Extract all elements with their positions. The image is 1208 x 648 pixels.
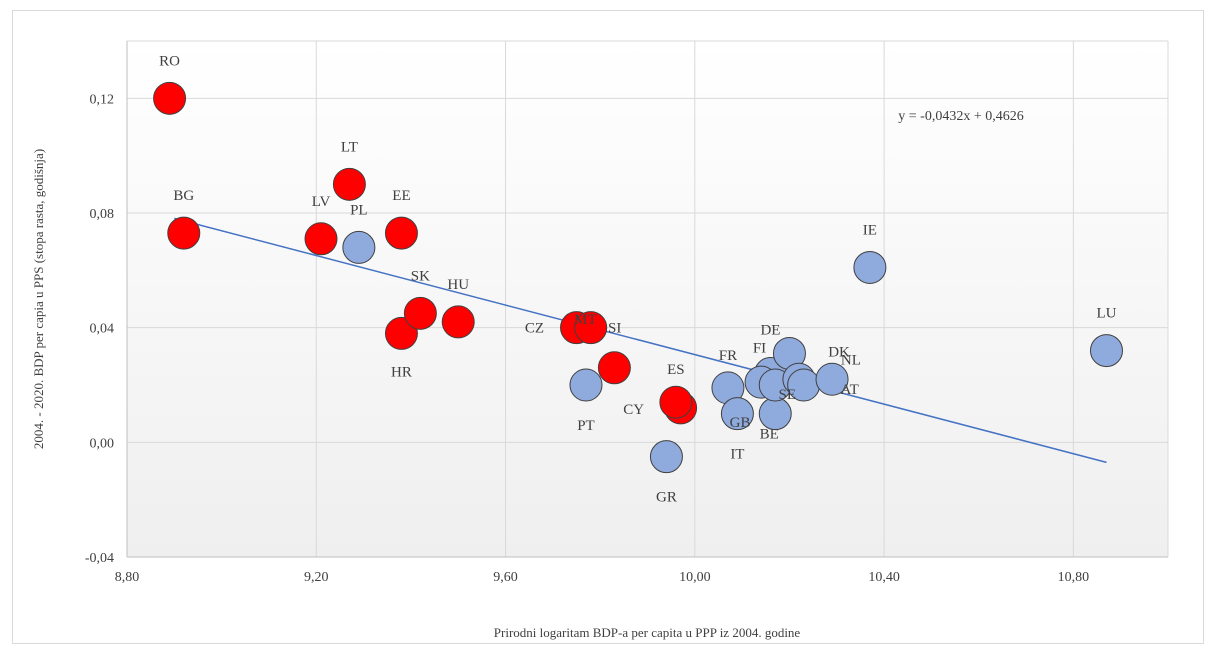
data-label-fr: FR — [719, 348, 737, 364]
data-label-sk: SK — [411, 268, 430, 284]
data-label-pt: PT — [577, 418, 595, 434]
data-point-es — [659, 385, 693, 419]
x-tick-label: 9,20 — [304, 570, 329, 585]
data-label-at: AT — [840, 382, 858, 398]
data-point-lt — [332, 167, 366, 201]
point-labels: RO BG LV LT EE HR SK HU CZ SI MT CY ES PL PT GR FR IT FI DE… — [159, 53, 1116, 505]
trendline-group — [174, 217, 1107, 464]
data-point-si — [574, 311, 608, 345]
y-tick-label: 0,12 — [90, 92, 115, 107]
data-label-hu: HU — [447, 277, 469, 293]
data-point-it — [720, 397, 754, 431]
data-label-gb: GB — [730, 415, 751, 431]
chart-frame — [12, 10, 1204, 644]
data-point-bg — [167, 216, 201, 250]
data-point-ro — [153, 81, 187, 115]
x-tick-label: 10,80 — [1058, 570, 1090, 585]
plot-area — [127, 41, 1168, 557]
x-tick-label: 9,60 — [493, 570, 518, 585]
data-label-ie: IE — [863, 222, 877, 238]
data-label-hr: HR — [391, 364, 412, 380]
data-label-lt: LT — [341, 139, 358, 155]
data-point-mt — [597, 351, 631, 385]
trendline — [174, 217, 1107, 464]
data-point-sk — [403, 296, 437, 330]
data-label-cy: CY — [623, 402, 644, 418]
data-points — [153, 81, 1123, 474]
y-tick-label: -0,04 — [85, 551, 114, 566]
data-label-si: SI — [608, 321, 621, 337]
data-label-cz: CZ — [525, 321, 544, 337]
data-point-lv — [304, 222, 338, 256]
data-label-es: ES — [667, 362, 685, 378]
axes: -0,04 0,00 0,04 0,08 0,12 8,80 9,20 9,60 10,00 10… — [85, 41, 1168, 585]
y-tick-label: 0,04 — [90, 322, 115, 337]
data-point-dk — [815, 362, 849, 396]
data-label-lv: LV — [312, 194, 331, 210]
data-label-nl: NL — [841, 352, 861, 368]
data-label-ee: EE — [392, 188, 410, 204]
data-label-bg: BG — [173, 188, 194, 204]
data-label-ro: RO — [159, 53, 180, 69]
x-axis-label: Prirodni logaritam BDP-a per capita u PP… — [494, 625, 801, 640]
data-label-se: SE — [779, 387, 797, 403]
x-tick-label: 10,00 — [679, 570, 711, 585]
data-point-pt — [569, 368, 603, 402]
data-point-hu — [441, 305, 475, 339]
y-tick-label: 0,08 — [90, 207, 115, 222]
data-point-lu — [1089, 334, 1123, 368]
x-tick-label: 8,80 — [115, 570, 140, 585]
data-label-it: IT — [730, 447, 744, 463]
data-point-pl — [342, 230, 376, 264]
data-point-ie — [853, 250, 887, 284]
data-label-mt: MT — [574, 312, 597, 328]
data-label-dk: DK — [828, 344, 850, 360]
y-axis-label: 2004. - 2020. BDP per capia u PPS (stopa… — [31, 149, 46, 449]
data-label-de: DE — [760, 322, 780, 338]
x-tick-label: 10,40 — [868, 570, 900, 585]
data-point-ee — [384, 216, 418, 250]
data-label-be: BE — [760, 427, 779, 443]
data-label-pl: PL — [350, 202, 368, 218]
data-point-gr — [649, 440, 683, 474]
y-tick-label: 0,00 — [90, 436, 115, 451]
data-label-fi: FI — [753, 341, 766, 357]
data-label-gr: GR — [656, 490, 677, 506]
data-label-lu: LU — [1096, 306, 1116, 322]
trendline-equation: y = -0,0432x + 0,4626 — [898, 109, 1023, 124]
